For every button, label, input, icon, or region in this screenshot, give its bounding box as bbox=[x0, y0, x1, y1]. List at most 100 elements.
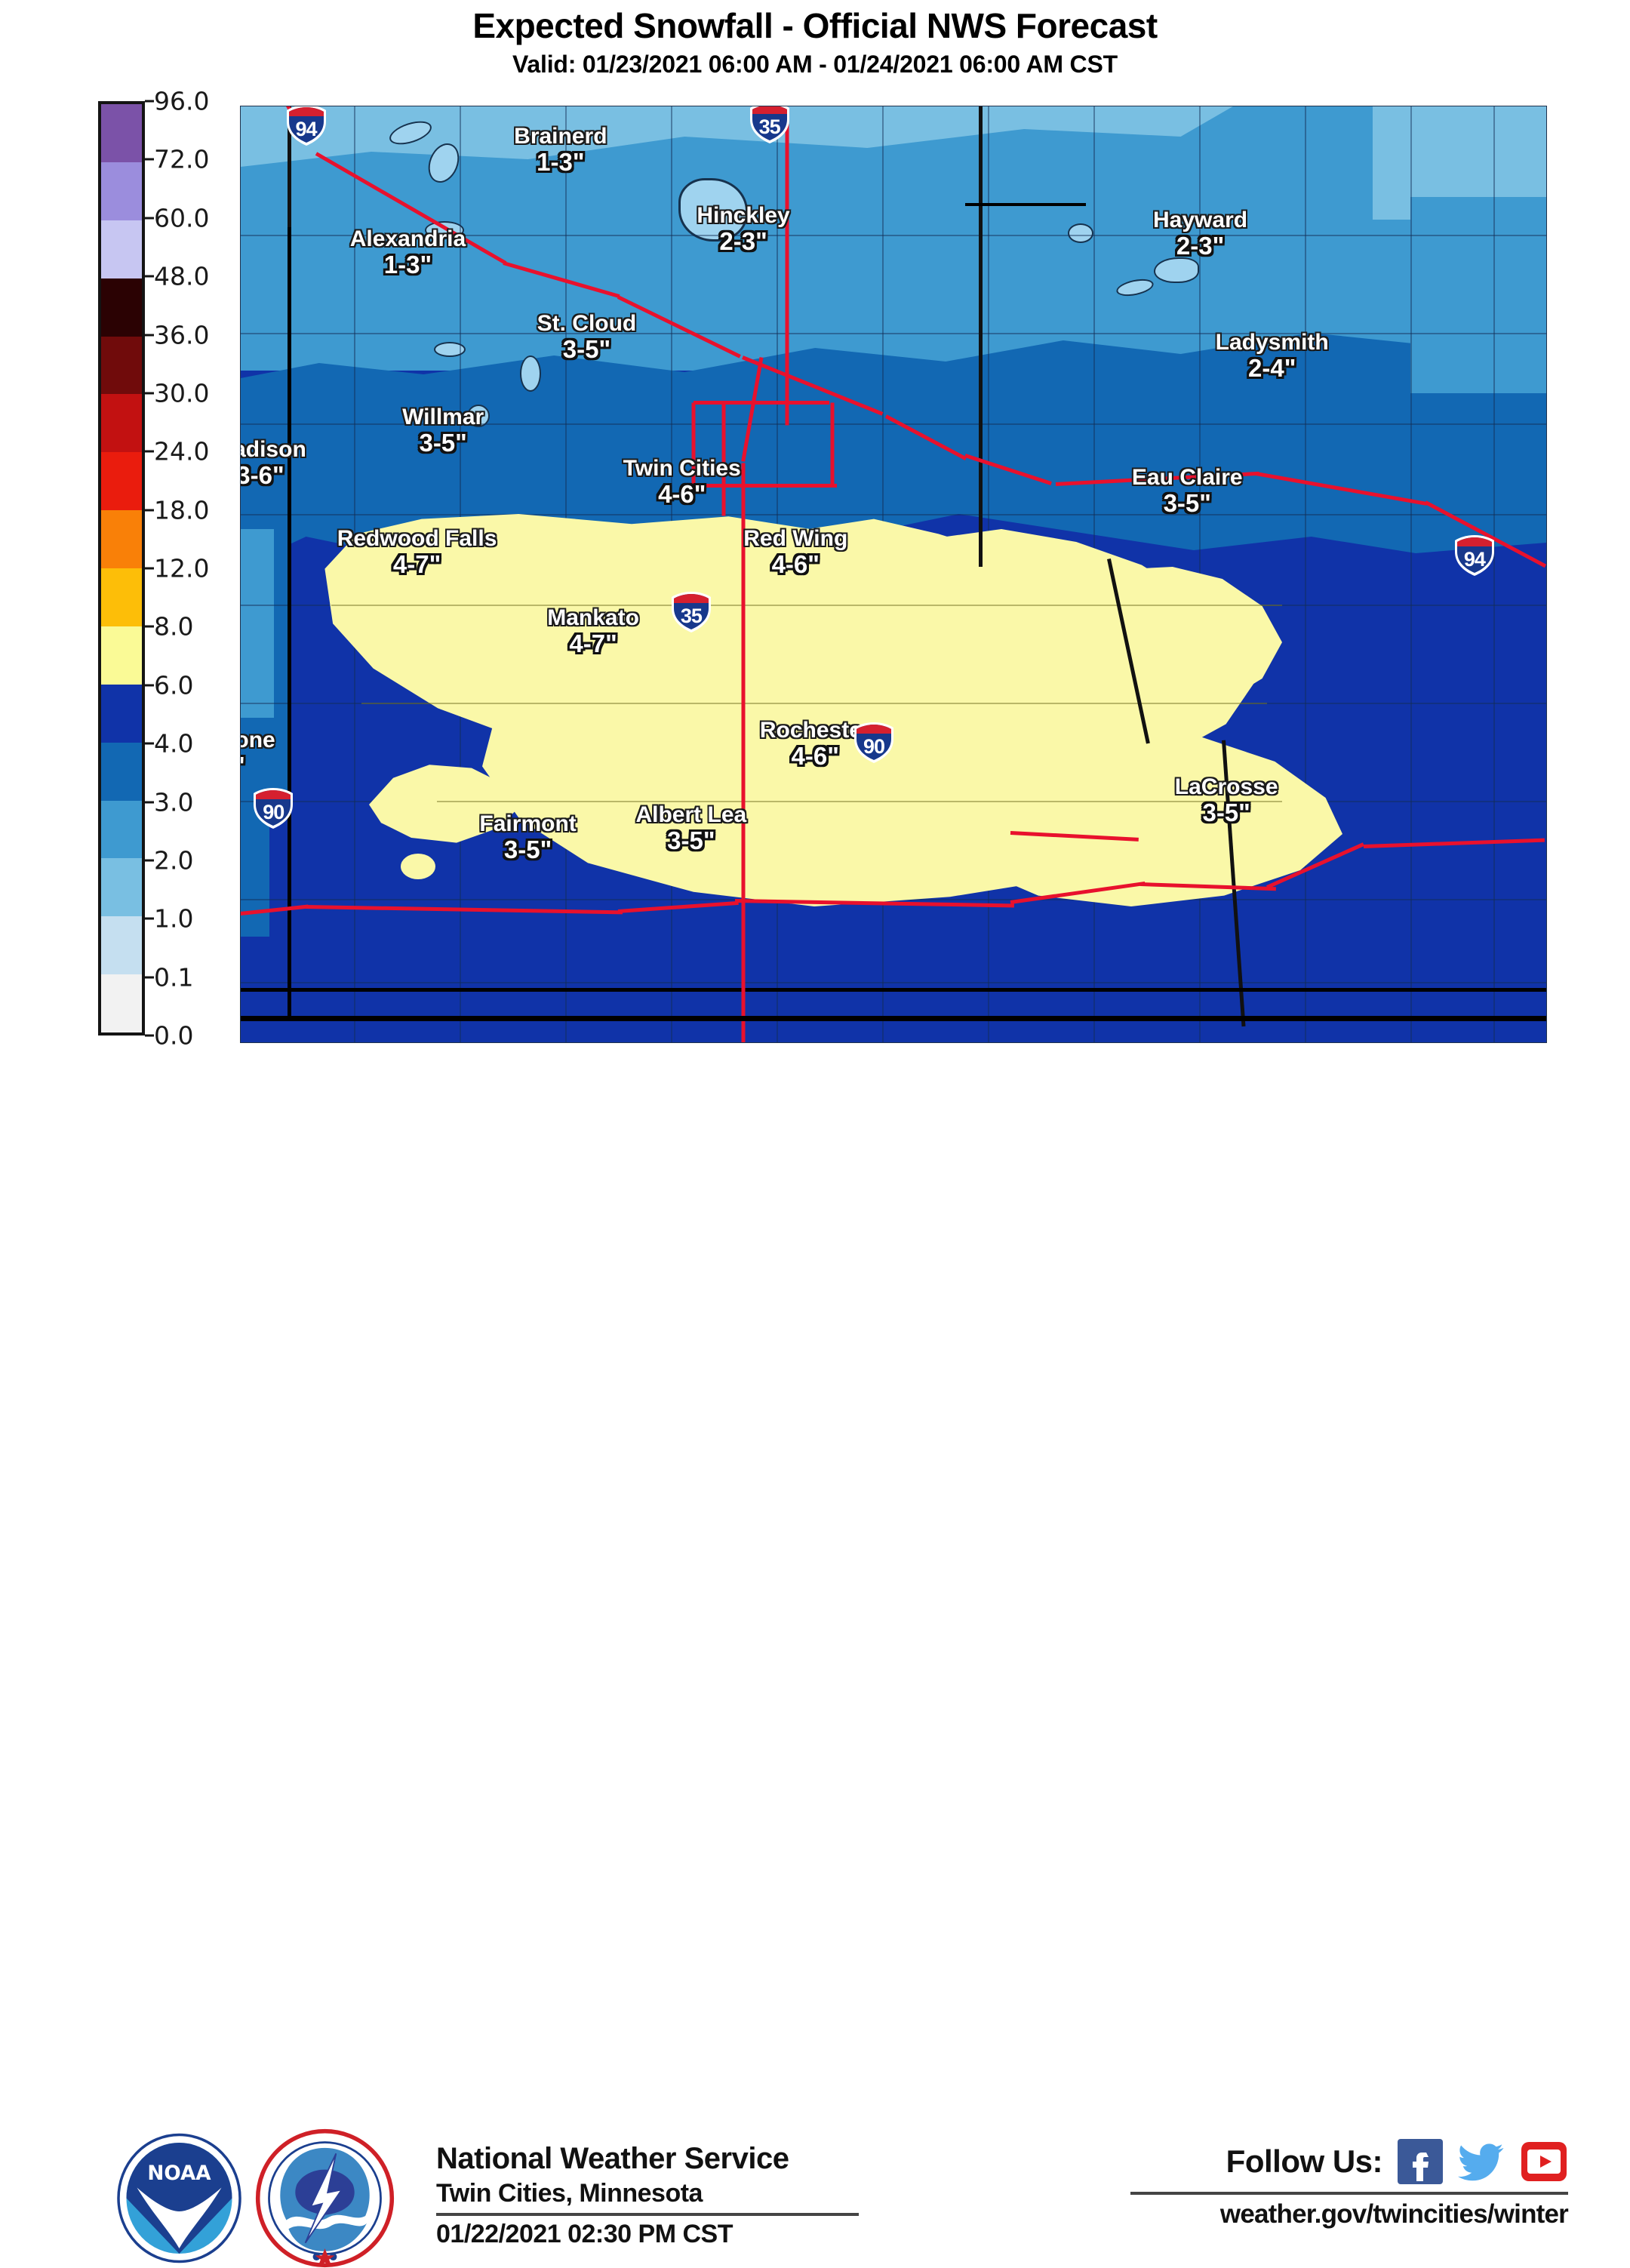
interstate-shield-90[interactable]: 90 bbox=[851, 721, 896, 765]
shield-route-number: 35 bbox=[758, 115, 781, 139]
interstate-shield-90[interactable]: 90 bbox=[251, 786, 296, 830]
colorbar-legend: 96.0 72.0 60.0 48.0 36.0 30.0 24.0 18.0 12.0 8.0 6… bbox=[98, 87, 302, 1051]
state-border-south bbox=[241, 988, 1546, 992]
lake-small-d bbox=[434, 342, 466, 357]
road-i35-twin bbox=[741, 463, 746, 1007]
agency-name: National Weather Service bbox=[436, 2142, 789, 2175]
colorbar-tick-mark bbox=[145, 976, 154, 979]
colorbar-tick-mark bbox=[145, 275, 154, 278]
colorbar-tick-label: 8.0 bbox=[154, 611, 194, 642]
colorbar-tick-mark bbox=[145, 567, 154, 570]
county-line bbox=[241, 514, 1546, 515]
snowfall-map[interactable]: Brainerd 1-3" Alexandria 1-3" Hinckley 2-3" Ha… bbox=[240, 106, 1547, 1043]
colorbar-tick-mark bbox=[145, 625, 154, 628]
colorbar-tick-label: 3.0 bbox=[154, 787, 194, 817]
colorbar-segment bbox=[101, 278, 142, 337]
svg-text:NOAA: NOAA bbox=[147, 2162, 211, 2185]
colorbar-tick-mark bbox=[145, 158, 154, 161]
page-title: Expected Snowfall - Official NWS Forecas… bbox=[472, 6, 1158, 45]
shield-icon bbox=[1454, 535, 1494, 577]
interstate-shield-35[interactable]: 35 bbox=[669, 590, 714, 634]
colorbar-segment bbox=[101, 452, 142, 511]
colorbar-tick-mark bbox=[145, 1034, 154, 1037]
lake-small-e bbox=[520, 355, 541, 392]
colorbar-tick-label: 36.0 bbox=[154, 320, 210, 349]
twitter-icon[interactable] bbox=[1458, 2137, 1506, 2186]
colorbar-segment bbox=[101, 916, 142, 975]
colorbar-tick-label: 72.0 bbox=[154, 144, 210, 174]
colorbar-tick-mark bbox=[145, 450, 154, 453]
colorbar-segment bbox=[101, 742, 142, 801]
colorbar-tick-mark bbox=[145, 334, 154, 336]
county-line bbox=[1410, 106, 1412, 1042]
county-line bbox=[241, 982, 1546, 983]
nws-logo bbox=[255, 2128, 395, 2268]
shield-icon bbox=[854, 722, 894, 764]
colorbar-tick-label: 48.0 bbox=[154, 261, 210, 291]
colorbar-tick-label: 0.1 bbox=[154, 962, 194, 992]
youtube-icon[interactable] bbox=[1520, 2137, 1568, 2186]
noaa-logo: NOAA bbox=[117, 2133, 241, 2263]
road-i494-ring-left bbox=[691, 402, 696, 488]
west-edge-shade-2 bbox=[241, 529, 274, 718]
colorbar-tick-mark bbox=[145, 684, 154, 687]
road-i494-ring-right bbox=[830, 402, 835, 488]
colorbar-tick-label: 12.0 bbox=[154, 553, 210, 583]
county-line-overlay bbox=[361, 703, 1267, 704]
road-i494-ring-bot bbox=[694, 484, 837, 488]
road-i35-north bbox=[785, 108, 789, 426]
lake-mille-lacs bbox=[678, 178, 748, 242]
lake-chain-a bbox=[1154, 257, 1199, 283]
facebook-icon[interactable] bbox=[1396, 2137, 1444, 2186]
colorbar-tick-labels: 96.0 72.0 60.0 48.0 36.0 30.0 24.0 18.0 12.0 8.0 6… bbox=[145, 87, 251, 1051]
county-line-overlay bbox=[437, 801, 1282, 802]
colorbar-segment bbox=[101, 162, 142, 220]
website-url[interactable]: weather.gov/twincities/winter bbox=[1219, 2199, 1569, 2229]
road-i35-metro-spur bbox=[721, 402, 726, 516]
interstate-shield-94[interactable]: 94 bbox=[1452, 534, 1497, 577]
colorbar-tick-mark bbox=[145, 100, 154, 103]
interstate-shield-35[interactable]: 35 bbox=[747, 106, 792, 145]
colorbar-segment bbox=[101, 800, 142, 859]
colorbar-tick-label: 96.0 bbox=[154, 86, 210, 116]
interstate-shield-94[interactable]: 94 bbox=[284, 106, 329, 147]
county-line bbox=[241, 235, 1546, 236]
shield-route-number: 94 bbox=[295, 117, 317, 140]
colorbar-tick-mark bbox=[145, 392, 154, 395]
state-border-north-top bbox=[965, 203, 1086, 206]
footer: NOAA National Weather Service Twin Citie… bbox=[0, 1057, 1630, 2268]
colorbar-segment bbox=[101, 220, 142, 278]
state-border-mn-sd bbox=[288, 220, 291, 1020]
divider bbox=[1130, 2192, 1568, 2195]
county-line bbox=[1305, 106, 1306, 1042]
colorbar-segment bbox=[101, 336, 142, 395]
ne-shade-2 bbox=[1410, 197, 1546, 393]
road-i494-ring-top bbox=[694, 401, 829, 405]
colorbar-segment bbox=[101, 510, 142, 568]
colorbar-segment bbox=[101, 568, 142, 626]
colorbar-segment bbox=[101, 104, 142, 162]
divider bbox=[436, 2213, 859, 2216]
state-border-mn-nd bbox=[288, 106, 291, 227]
colorbar-segment bbox=[101, 394, 142, 453]
snow-zone-6to8in-isle bbox=[401, 854, 435, 879]
follow-us-label: Follow Us: bbox=[1226, 2143, 1383, 2179]
colorbar-tick-mark bbox=[145, 742, 154, 745]
lake-small-g bbox=[1068, 223, 1093, 243]
colorbar-segment bbox=[101, 684, 142, 743]
title-block: Expected Snowfall - Official NWS Forecas… bbox=[0, 6, 1630, 78]
shield-icon bbox=[671, 591, 711, 632]
colorbar-gradient bbox=[98, 101, 145, 1036]
county-line bbox=[1493, 106, 1495, 1042]
colorbar-tick-label: 1.0 bbox=[154, 903, 194, 934]
colorbar-tick-label: 60.0 bbox=[154, 203, 210, 233]
colorbar-tick-label: 2.0 bbox=[154, 845, 194, 876]
shield-icon bbox=[286, 106, 326, 146]
colorbar-tick-mark bbox=[145, 917, 154, 920]
colorbar-segment bbox=[101, 858, 142, 917]
colorbar-tick-label: 4.0 bbox=[154, 728, 194, 759]
nws-office-block: National Weather Service Twin Cities, Mi… bbox=[436, 2142, 859, 2249]
lake-small-f bbox=[467, 405, 490, 427]
colorbar-tick-mark bbox=[145, 509, 154, 512]
colorbar-tick-mark bbox=[145, 801, 154, 803]
